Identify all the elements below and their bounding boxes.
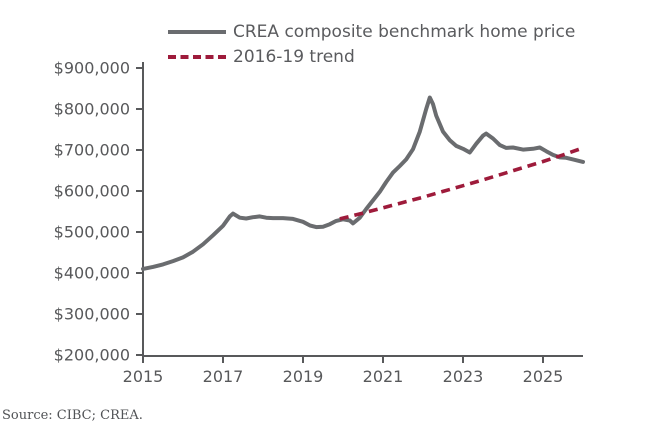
x-axis-tick-label: 2023 (443, 367, 484, 386)
x-axis-tick-label: 2021 (363, 367, 404, 386)
y-axis-tick-label: $500,000 (54, 223, 130, 242)
dashed-line-swatch-icon (168, 55, 226, 59)
x-axis-tick-label: 2017 (203, 367, 244, 386)
trend-line (339, 146, 584, 221)
y-axis-tick-label: $700,000 (54, 141, 130, 160)
y-axis-tick-label: $900,000 (54, 59, 130, 78)
chart-svg: $200,000 $300,000 $400,000 $500,000 $600,000… (54, 59, 585, 386)
legend-label-benchmark: CREA composite benchmark home price (233, 22, 576, 42)
y-axis-tick-label: $400,000 (54, 264, 130, 283)
y-axis-tick-label: $600,000 (54, 182, 130, 201)
y-axis-tick-label: $200,000 (54, 346, 130, 365)
legend-item-trend: 2016-19 trend (168, 46, 575, 68)
legend-item-benchmark: CREA composite benchmark home price (168, 21, 575, 43)
y-axis-tick-label: $800,000 (54, 100, 130, 119)
chart-legend: CREA composite benchmark home price 2016… (168, 21, 575, 68)
y-axis-tick-label: $300,000 (54, 305, 130, 324)
x-axis-tick-label: 2015 (123, 367, 164, 386)
x-axis-tick-label: 2019 (283, 367, 324, 386)
solid-line-swatch-icon (168, 30, 226, 34)
benchmark-price-line (141, 95, 585, 271)
x-axis-tick-label: 2025 (523, 367, 564, 386)
legend-label-trend: 2016-19 trend (233, 47, 355, 67)
axis-lines (142, 62, 583, 357)
source-note: Source: CIBC; CREA. (2, 408, 143, 423)
